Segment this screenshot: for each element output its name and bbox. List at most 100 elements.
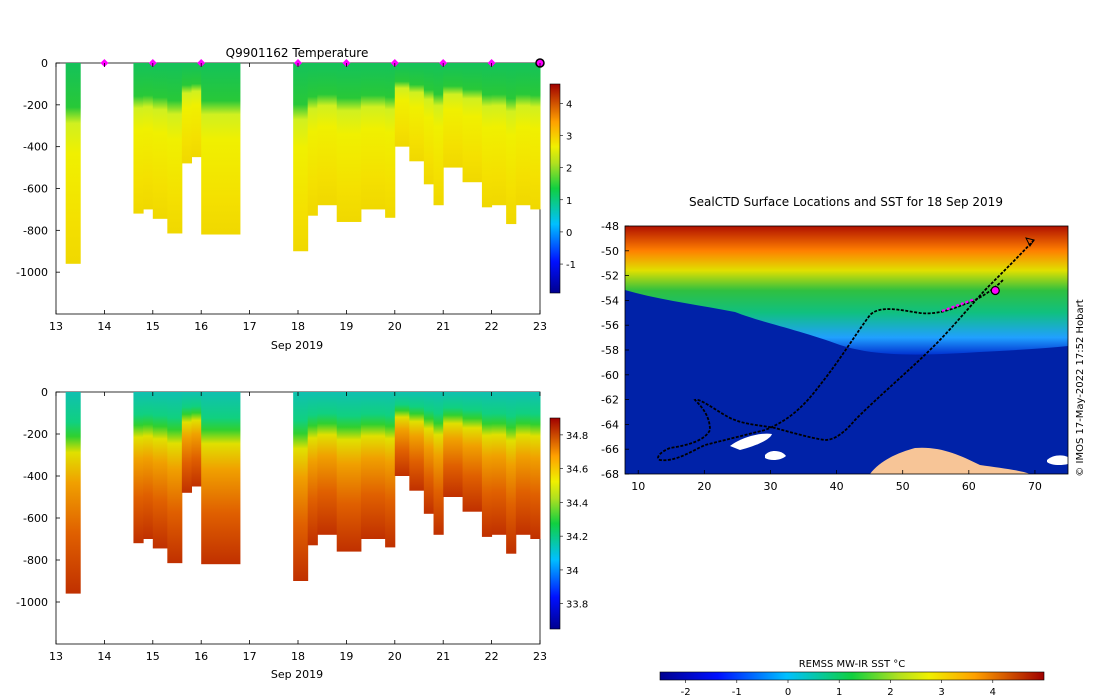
map-y-tick-label: -54 — [601, 294, 619, 307]
salinity-profile-column — [293, 392, 309, 581]
salinity-data — [65, 392, 541, 594]
temperature-x-tick-label: 22 — [485, 320, 499, 333]
salinity-x-tick-label: 15 — [146, 650, 160, 663]
salinity-profile-column — [385, 392, 396, 548]
salinity-xlabel: Sep 2019 — [271, 668, 323, 681]
salinity-profile-column — [201, 392, 241, 565]
temperature-profile-column — [530, 63, 541, 210]
salinity-colorbar-tick-label: 34.4 — [566, 498, 588, 509]
map-y-tick-label: -58 — [601, 344, 619, 357]
sst-colorbar-tick-label: 4 — [990, 687, 996, 698]
salinity-x-tick-label: 19 — [339, 650, 353, 663]
sst-colorbar — [659, 671, 1045, 681]
sst-colorbar-ticks: -2 -1 0 1 2 3 4 — [681, 680, 996, 698]
salinity-profile-column — [152, 392, 168, 549]
map-x-tick-label: 10 — [631, 480, 645, 493]
salinity-y-tick-label: -600 — [23, 512, 48, 525]
salinity-y-tick-label: 0 — [41, 386, 48, 399]
map-y-tick-label: -50 — [601, 245, 619, 258]
salinity-profile-column — [191, 392, 202, 487]
salinity-y-ticks: 0 -200 -400 -600 -800 -1000 — [16, 386, 60, 609]
temperature-profile-column — [167, 63, 183, 234]
temperature-profile-column — [385, 63, 396, 218]
map-x-tick-label: 70 — [1028, 480, 1042, 493]
salinity-profile-column — [423, 392, 435, 514]
salinity-profile-column — [530, 392, 541, 539]
ice-2 — [765, 450, 786, 461]
salinity-profile-column — [360, 392, 386, 539]
temperature-x-tick-label: 13 — [49, 320, 63, 333]
temperature-profile-column — [360, 63, 386, 210]
temperature-profile-column — [515, 63, 531, 206]
salinity-profile-column — [143, 392, 154, 539]
salinity-x-tick-label: 14 — [97, 650, 111, 663]
map-y-tick-label: -66 — [601, 443, 619, 456]
map-y-tick-label: -48 — [601, 220, 619, 233]
salinity-profile-column — [133, 392, 144, 544]
map-title: SealCTD Surface Locations and SST for 18… — [689, 195, 1003, 209]
temperature-y-tick-label: -1000 — [16, 266, 48, 279]
temperature-profile-column — [293, 63, 309, 252]
map-y-tick-label: -62 — [601, 394, 619, 407]
salinity-profile-column — [307, 392, 318, 546]
salinity-profile-column — [409, 392, 425, 491]
salinity-y-tick-label: -400 — [23, 470, 48, 483]
sst-colorbar-tick-label: -1 — [732, 687, 742, 698]
temperature-x-tick-label: 15 — [146, 320, 160, 333]
map-y-tick-label: -52 — [601, 270, 619, 283]
temperature-profile-column — [462, 63, 483, 183]
temperature-profile-column — [433, 63, 444, 206]
salinity-profile-column — [462, 392, 483, 512]
temperature-profile-column — [307, 63, 318, 216]
salinity-profile-column — [181, 392, 193, 493]
salinity-y-tick-label: -1000 — [16, 596, 48, 609]
salinity-x-tick-label: 16 — [194, 650, 208, 663]
temperature-y-tick-label: -400 — [23, 141, 48, 154]
temperature-profile-column — [506, 63, 517, 225]
temperature-colorbar-tick-label: 3 — [566, 131, 572, 142]
salinity-x-tick-label: 23 — [533, 650, 547, 663]
salinity-x-tick-label: 20 — [388, 650, 402, 663]
salinity-profile-column — [506, 392, 517, 554]
salinity-profile-column — [167, 392, 183, 564]
antarctica — [870, 447, 1030, 474]
ice-1 — [730, 433, 772, 450]
map-x-tick-label: 40 — [830, 480, 844, 493]
salinity-colorbar-tick-label: 34 — [566, 566, 579, 577]
temperature-profile-column — [201, 63, 241, 235]
cold-water-west — [625, 300, 735, 474]
temperature-profile-column — [191, 63, 202, 158]
map-y-tick-label: -56 — [601, 319, 619, 332]
copyright-text: © IMOS 17-May-2022 17:52 Hobart — [1075, 299, 1086, 476]
temperature-x-tick-label: 20 — [388, 320, 402, 333]
temperature-x-tick-label: 23 — [533, 320, 547, 333]
temperature-y-tick-label: -600 — [23, 183, 48, 196]
temperature-profile-column — [443, 63, 464, 168]
temperature-profile-column — [481, 63, 493, 208]
salinity-profile-column — [491, 392, 507, 535]
temperature-colorbar-tick-label: 2 — [566, 164, 572, 175]
temperature-profile-column — [143, 63, 154, 210]
map-y-tick-label: -68 — [601, 468, 619, 481]
sst-colorbar-tick-label: 2 — [887, 687, 893, 698]
temperature-x-tick-label: 14 — [97, 320, 111, 333]
map-y-tick-label: -60 — [601, 369, 619, 382]
salinity-x-ticks: 13 14 15 16 17 18 19 20 21 22 23 — [49, 392, 547, 663]
sst-colorbar-label: REMSS MW-IR SST °C — [799, 659, 906, 670]
map-x-ticks: 10 20 30 40 50 60 70 — [631, 470, 1042, 493]
temperature-profile-column — [336, 63, 362, 222]
temperature-profile-column — [181, 63, 193, 164]
temperature-y-tick-label: 0 — [41, 57, 48, 70]
salinity-colorbar-ticks: 34.8 34.6 34.4 34.2 34 33.8 — [560, 431, 588, 611]
temperature-data — [65, 63, 541, 264]
temperature-x-tick-label: 18 — [291, 320, 305, 333]
map-x-tick-label: 50 — [896, 480, 910, 493]
temperature-profile-column — [65, 63, 81, 264]
ice-3 — [1047, 455, 1068, 466]
salinity-x-tick-label: 13 — [49, 650, 63, 663]
salinity-profile-column — [317, 392, 338, 535]
temperature-colorbar-tick-label: 1 — [566, 196, 572, 207]
salinity-profile-column — [65, 392, 81, 594]
salinity-profile-column — [443, 392, 464, 497]
